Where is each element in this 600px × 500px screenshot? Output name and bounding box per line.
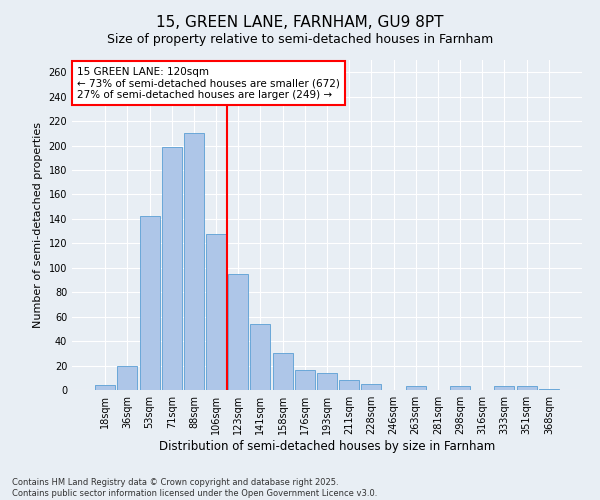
Bar [272, 354, 293, 390]
Bar [406, 386, 426, 390]
Bar [539, 389, 559, 390]
Text: Size of property relative to semi-detached houses in Farnham: Size of property relative to semi-detach… [107, 32, 493, 46]
Bar [361, 384, 382, 390]
Text: 15, GREEN LANE, FARNHAM, GU9 8PT: 15, GREEN LANE, FARNHAM, GU9 8PT [156, 15, 444, 30]
X-axis label: Distribution of semi-detached houses by size in Farnham: Distribution of semi-detached houses by … [159, 440, 495, 453]
Text: Contains HM Land Registry data © Crown copyright and database right 2025.
Contai: Contains HM Land Registry data © Crown c… [12, 478, 377, 498]
Bar [295, 370, 315, 390]
Bar [517, 386, 536, 390]
Bar [140, 216, 160, 390]
Bar [118, 366, 137, 390]
Bar [162, 147, 182, 390]
Y-axis label: Number of semi-detached properties: Number of semi-detached properties [33, 122, 43, 328]
Text: 15 GREEN LANE: 120sqm
← 73% of semi-detached houses are smaller (672)
27% of sem: 15 GREEN LANE: 120sqm ← 73% of semi-deta… [77, 66, 340, 100]
Bar [206, 234, 226, 390]
Bar [184, 134, 204, 390]
Bar [317, 373, 337, 390]
Bar [228, 274, 248, 390]
Bar [494, 386, 514, 390]
Bar [339, 380, 359, 390]
Bar [95, 385, 115, 390]
Bar [250, 324, 271, 390]
Bar [450, 386, 470, 390]
